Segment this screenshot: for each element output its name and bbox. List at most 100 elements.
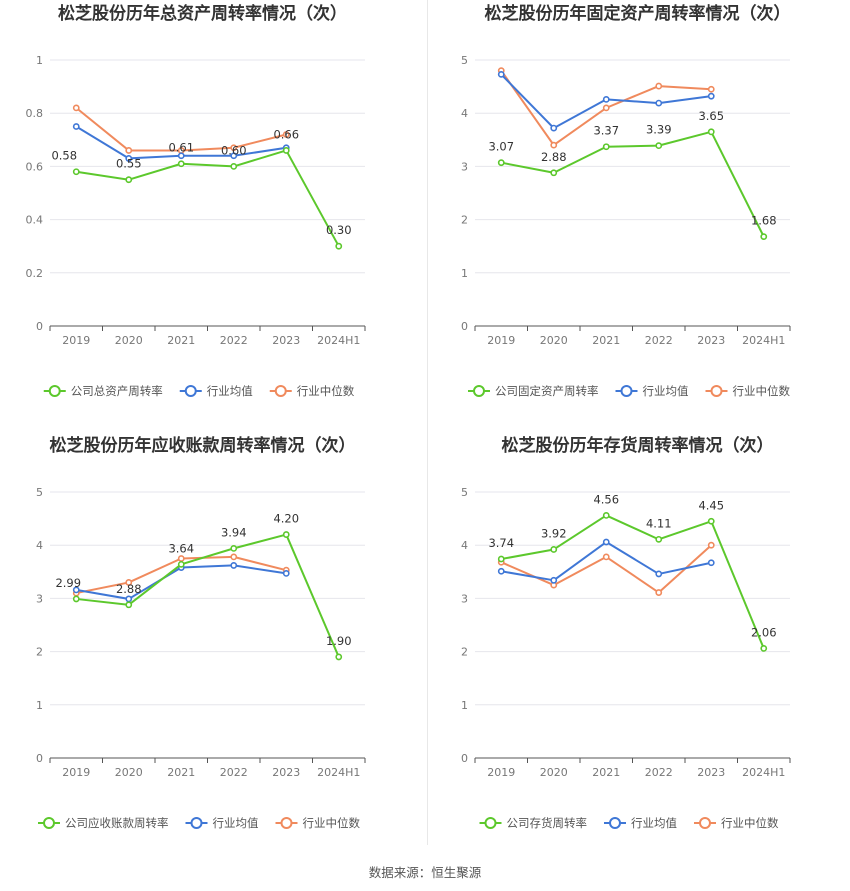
legend-marker-icon — [710, 385, 723, 397]
data-point-company — [282, 531, 290, 538]
x-tick-label: 2022 — [220, 334, 248, 347]
data-point-avg — [655, 99, 663, 107]
legend-marker-icon — [484, 817, 497, 829]
data-point-median — [125, 147, 133, 154]
legend-item-company[interactable]: 公司固定资产周转率 — [468, 384, 599, 398]
x-tick-label: 2020 — [115, 766, 143, 779]
data-point-median — [550, 141, 558, 149]
data-label: 0.58 — [51, 149, 77, 163]
chart-title: 松芝股份历年总资产周转率情况（次） — [58, 3, 347, 24]
data-point-median — [655, 82, 663, 90]
chart-panel-total-asset-turnover: 松芝股份历年总资产周转率情况（次） 0 0.2 0.4 0.6 0.8 1 2019 2020 2… — [0, 0, 425, 432]
data-point-median — [230, 144, 238, 152]
x-tick-label: 2022 — [645, 334, 673, 347]
legend-item-avg[interactable]: 行业均值 — [615, 384, 689, 398]
legend-item-median[interactable]: 行业中位数 — [275, 816, 361, 830]
chart-title: 松芝股份历年固定资产周转率情况（次） — [485, 3, 791, 24]
data-point-avg — [72, 586, 80, 594]
data-point-avg — [602, 538, 610, 546]
data-point-company — [335, 653, 343, 661]
x-tick-label: 2019 — [62, 766, 90, 779]
y-tick-label: 0.8 — [26, 107, 44, 120]
chart-panel-inventory-turnover: 松芝股份历年存货周转率情况（次） 0 1 2 3 4 5 2019 2020 2021 2022 20… — [425, 432, 850, 864]
x-tick-label: 2022 — [220, 766, 248, 779]
chart-svg: 松芝股份历年固定资产周转率情况（次） 0 1 2 3 4 5 2019 2020 2021 2022… — [461, 3, 791, 398]
y-tick-label: 5 — [36, 486, 43, 499]
legend-label: 公司存货周转率 — [507, 816, 588, 830]
data-label: 3.94 — [221, 525, 247, 539]
data-point-median — [230, 553, 238, 561]
data-point-avg — [282, 569, 290, 577]
y-tick-label: 2 — [36, 646, 43, 659]
y-tick-label: 5 — [461, 486, 468, 499]
data-point-company — [550, 546, 558, 553]
data-point-median — [707, 541, 715, 549]
legend-marker-icon — [473, 385, 485, 397]
x-tick-label: 2024H1 — [742, 766, 785, 779]
data-point-avg — [230, 152, 238, 160]
legend-item-avg[interactable]: 行业均值 — [604, 816, 677, 830]
data-source-note: 数据来源：恒生聚源 — [368, 865, 482, 880]
data-label: 0.60 — [221, 143, 247, 157]
legend-item-company[interactable]: 公司总资产周转率 — [43, 384, 163, 398]
data-point-company — [177, 560, 185, 568]
data-point-median — [707, 85, 715, 93]
legend-marker-icon — [48, 385, 61, 397]
legend-item-company[interactable]: 公司存货周转率 — [479, 816, 588, 830]
y-tick-label: 0 — [461, 320, 468, 333]
y-tick-label: 1 — [36, 54, 43, 67]
x-tick-label: 2020 — [540, 766, 568, 779]
legend-label: 行业均值 — [213, 816, 259, 830]
legend-item-avg[interactable]: 行业均值 — [185, 816, 259, 830]
legend-item-median[interactable]: 行业中位数 — [269, 384, 355, 398]
data-label: 3.39 — [646, 123, 672, 137]
data-point-company — [655, 142, 663, 150]
legend-item-company[interactable]: 公司应收账款周转率 — [38, 816, 169, 830]
data-point-company — [72, 168, 80, 176]
data-label: 0.66 — [273, 127, 299, 141]
data-label: 2.99 — [55, 576, 81, 590]
data-point-company — [177, 160, 185, 168]
data-point-median — [125, 579, 133, 586]
y-tick-label: 0 — [461, 752, 468, 765]
legend-item-median[interactable]: 行业中位数 — [705, 384, 791, 398]
data-label: 4.20 — [273, 512, 299, 526]
y-tick-label: 4 — [461, 107, 468, 120]
data-label: 2.88 — [541, 150, 567, 164]
data-point-median — [602, 553, 610, 561]
data-point-avg — [655, 570, 663, 578]
y-tick-label: 4 — [461, 539, 468, 552]
data-label: 3.64 — [168, 541, 194, 555]
x-tick-label: 2020 — [115, 334, 143, 347]
series-line-company — [501, 514, 765, 649]
series-line-company — [76, 533, 340, 658]
data-label: 3.74 — [488, 536, 514, 550]
x-tick-label: 2024H1 — [317, 766, 360, 779]
data-point-avg — [230, 562, 238, 569]
y-tick-label: 2 — [461, 646, 468, 659]
data-label: 0.30 — [326, 223, 352, 237]
data-label: 4.45 — [698, 498, 724, 512]
data-point-company — [550, 169, 558, 177]
legend-item-avg[interactable]: 行业均值 — [179, 384, 253, 398]
data-point-company — [335, 242, 343, 250]
legend-label: 公司应收账款周转率 — [65, 816, 169, 830]
data-point-avg — [125, 155, 133, 162]
chart-svg: 松芝股份历年存货周转率情况（次） 0 1 2 3 4 5 2019 2020 2021 2022 20… — [461, 435, 791, 830]
data-point-avg — [550, 124, 558, 132]
data-point-median — [177, 555, 185, 562]
x-tick-label: 2023 — [697, 766, 725, 779]
chart-panel-fixed-asset-turnover: 松芝股份历年固定资产周转率情况（次） 0 1 2 3 4 5 2019 2020 2021 2022… — [425, 0, 850, 432]
data-label: 1.90 — [326, 634, 352, 648]
x-tick-label: 2019 — [487, 334, 515, 347]
legend-item-median[interactable]: 行业中位数 — [694, 816, 779, 830]
legend-label: 公司固定资产周转率 — [495, 384, 599, 398]
data-point-avg — [602, 95, 610, 103]
data-point-median — [282, 131, 290, 138]
chart-title: 松芝股份历年应收账款周转率情况（次） — [50, 435, 356, 456]
legend-label: 行业中位数 — [733, 384, 791, 398]
data-label: 1.68 — [751, 214, 777, 228]
data-label: 4.11 — [646, 516, 672, 530]
chart-svg: 松芝股份历年总资产周转率情况（次） 0 0.2 0.4 0.6 0.8 1 2019 2020 2… — [26, 3, 366, 398]
data-point-company — [760, 233, 768, 241]
